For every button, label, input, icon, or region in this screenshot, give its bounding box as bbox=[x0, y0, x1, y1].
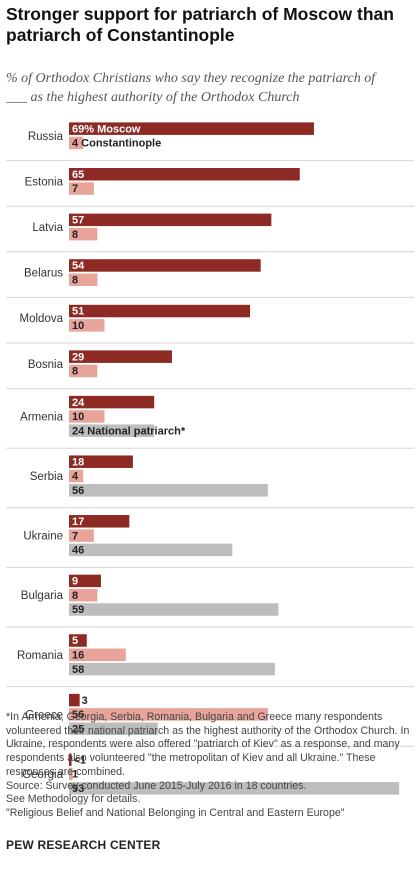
bar-constantinople-greece bbox=[69, 708, 268, 721]
note-asterisk: *In Armenia, Georgia, Serbia, Romania, B… bbox=[6, 711, 410, 778]
data-label-constantinople-armenia: 10 bbox=[72, 411, 84, 423]
bar-moscow-russia bbox=[69, 122, 314, 135]
data-label-constantinople-bulgaria: 8 bbox=[72, 590, 78, 602]
bar-national-ukraine bbox=[69, 543, 233, 557]
bar-constantinople-russia bbox=[69, 136, 84, 150]
data-label-moscow-bulgaria: 9 bbox=[72, 576, 78, 588]
category-label-moldova: Moldova bbox=[20, 313, 64, 325]
category-label-bosnia: Bosnia bbox=[28, 359, 64, 371]
bar-moscow-armenia bbox=[69, 395, 155, 409]
bar-national-georgia bbox=[69, 782, 400, 795]
category-label-georgia: Georgia bbox=[22, 769, 64, 781]
bar-constantinople-georgia bbox=[69, 767, 73, 781]
note-methodology: See Methodology for details. bbox=[6, 793, 141, 806]
bar-moscow-romania bbox=[69, 634, 87, 647]
category-label-greece: Greece bbox=[25, 709, 63, 721]
category-label-armenia: Armenia bbox=[20, 411, 63, 423]
bar-constantinople-romania bbox=[69, 648, 126, 662]
category-label-russia: Russia bbox=[28, 131, 64, 143]
data-label-constantinople-greece: 56 bbox=[72, 709, 84, 721]
data-label-moscow-russia: 69% Moscow bbox=[72, 123, 141, 135]
bar-constantinople-ukraine bbox=[69, 529, 94, 542]
bar-constantinople-bosnia bbox=[69, 364, 98, 378]
bar-national-armenia bbox=[69, 424, 155, 437]
bar-moscow-ukraine bbox=[69, 515, 130, 528]
bar-constantinople-bulgaria bbox=[69, 588, 98, 602]
data-label-constantinople-bosnia: 8 bbox=[72, 366, 78, 378]
note-report-title: "Religious Belief and National Belonging… bbox=[6, 806, 345, 819]
data-label-national-serbia: 56 bbox=[72, 485, 84, 497]
data-label-national-romania: 58 bbox=[72, 664, 84, 676]
data-label-national-bulgaria: 59 bbox=[72, 604, 84, 616]
chart-notes: *In Armenia, Georgia, Serbia, Romania, B… bbox=[6, 711, 412, 821]
data-label-moscow-estonia: 65 bbox=[72, 169, 84, 181]
chart-subtitle: % of Orthodox Christians who say they re… bbox=[6, 69, 416, 107]
subtitle-line-1: % of Orthodox Christians who say they re… bbox=[6, 71, 376, 86]
data-label-moscow-ukraine: 17 bbox=[72, 516, 84, 528]
data-label-moscow-georgia: <1 bbox=[74, 754, 87, 766]
data-label-constantinople-georgia: 1 bbox=[72, 769, 78, 781]
category-label-bulgaria: Bulgaria bbox=[21, 590, 64, 602]
data-label-constantinople-estonia: 7 bbox=[72, 183, 78, 195]
data-label-moscow-belarus: 54 bbox=[72, 260, 85, 272]
data-label-moscow-bosnia: 29 bbox=[72, 351, 84, 363]
data-label-national-ukraine: 46 bbox=[72, 545, 84, 557]
bar-constantinople-estonia bbox=[69, 182, 94, 195]
data-label-constantinople-moldova: 10 bbox=[72, 320, 84, 332]
bar-national-serbia bbox=[69, 484, 268, 497]
data-label-moscow-moldova: 51 bbox=[72, 306, 84, 318]
category-label-serbia: Serbia bbox=[30, 471, 64, 483]
data-label-constantinople-romania: 16 bbox=[72, 649, 84, 661]
data-label-constantinople-russia: 4 Constantinople bbox=[72, 138, 161, 150]
bar-constantinople-latvia bbox=[69, 227, 98, 241]
brand-label: PEW RESEARCH CENTER bbox=[6, 838, 161, 852]
data-label-national-greece: 25 bbox=[72, 723, 84, 735]
data-label-moscow-latvia: 57 bbox=[72, 215, 84, 227]
category-label-belarus: Belarus bbox=[24, 268, 63, 280]
bar-moscow-moldova bbox=[69, 304, 251, 318]
bar-moscow-bulgaria bbox=[69, 574, 101, 588]
category-label-estonia: Estonia bbox=[25, 176, 64, 188]
data-label-constantinople-latvia: 8 bbox=[72, 229, 78, 241]
subtitle-line-2: ___ as the highest authority of the Orth… bbox=[6, 90, 300, 105]
data-label-constantinople-serbia: 4 bbox=[72, 471, 79, 483]
bar-national-bulgaria bbox=[69, 603, 279, 616]
category-label-ukraine: Ukraine bbox=[23, 531, 63, 543]
bar-constantinople-belarus bbox=[69, 273, 98, 286]
bar-national-greece bbox=[69, 722, 158, 735]
data-label-moscow-armenia: 24 bbox=[72, 397, 85, 409]
bar-constantinople-armenia bbox=[69, 410, 105, 423]
data-label-constantinople-belarus: 8 bbox=[72, 274, 78, 286]
bar-moscow-bosnia bbox=[69, 350, 172, 363]
chart-title: Stronger support for patriarch of Moscow… bbox=[6, 4, 394, 45]
note-source: Source: Survey conducted June 2015-July … bbox=[6, 779, 307, 792]
data-label-national-armenia: 24 National patriarch* bbox=[72, 425, 186, 437]
bar-moscow-estonia bbox=[69, 168, 300, 181]
bar-moscow-belarus bbox=[69, 259, 261, 272]
data-label-moscow-greece: 3 bbox=[82, 695, 88, 707]
bar-moscow-latvia bbox=[69, 213, 272, 227]
bar-moscow-greece bbox=[69, 693, 80, 707]
data-label-national-georgia: 93 bbox=[72, 783, 84, 795]
bar-national-romania bbox=[69, 662, 275, 676]
bar-constantinople-serbia bbox=[69, 469, 84, 483]
data-label-moscow-romania: 5 bbox=[72, 635, 78, 647]
data-label-constantinople-ukraine: 7 bbox=[72, 530, 78, 542]
data-label-moscow-serbia: 18 bbox=[72, 456, 84, 468]
category-label-romania: Romania bbox=[17, 650, 64, 662]
bar-constantinople-moldova bbox=[69, 319, 105, 332]
category-label-latvia: Latvia bbox=[32, 222, 63, 234]
bar-moscow-georgia bbox=[69, 753, 72, 766]
bar-moscow-serbia bbox=[69, 455, 133, 468]
